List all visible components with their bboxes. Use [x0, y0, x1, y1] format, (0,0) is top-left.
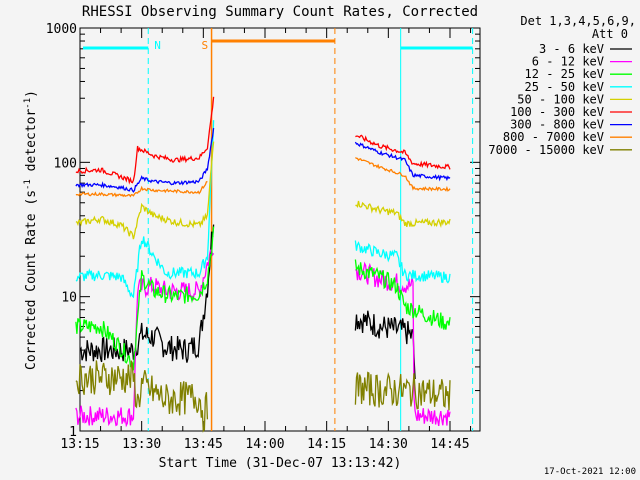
- legend-header-1: Det 1,3,4,5,6,9,: [520, 14, 636, 28]
- x-tick-label: 13:30: [122, 437, 161, 452]
- y-axis-label-end: ): [24, 90, 39, 98]
- series-line-7: [75, 180, 208, 198]
- series-line-4: [75, 141, 215, 240]
- series-line-3: [75, 120, 215, 299]
- y-axis-label-sup1: -1: [23, 179, 33, 190]
- x-tick-label: 13:45: [184, 437, 223, 452]
- x-tick-label: 14:30: [369, 437, 408, 452]
- x-tick-label: 14:00: [245, 437, 284, 452]
- y-tick-label: 1000: [46, 22, 77, 37]
- plot-frame: [79, 27, 481, 432]
- legend-header-2: Att 0: [592, 27, 628, 41]
- saa-label: S: [202, 39, 209, 52]
- series-line-4: [355, 200, 451, 228]
- x-axis-label: Start Time (31-Dec-07 13:13:42): [159, 456, 402, 471]
- chart-title: RHESSI Observing Summary Count Rates, Co…: [82, 4, 478, 20]
- legend-label: 25 - 50 keV: [525, 80, 604, 94]
- series-line-2: [354, 259, 451, 330]
- y-tick-label: 1: [69, 425, 77, 440]
- legend-label: 800 - 7000 keV: [503, 130, 604, 144]
- legend-label: 100 - 300 keV: [510, 105, 604, 119]
- series-line-8: [354, 371, 451, 411]
- series-line-3: [354, 240, 451, 284]
- legend-label: 7000 - 15000 keV: [488, 143, 604, 157]
- legend-label: 50 - 100 keV: [517, 92, 604, 106]
- y-axis-label: Corrected Count Rate (s-1 detector-1): [23, 90, 39, 370]
- series-line-8: [75, 360, 209, 433]
- series-line-5: [75, 96, 215, 185]
- series-line-5: [355, 134, 451, 170]
- y-axis-label-mid: detector: [24, 109, 39, 180]
- series-line-0: [354, 310, 416, 380]
- night-label: N: [154, 39, 161, 52]
- legend-label: 300 - 800 keV: [510, 118, 604, 132]
- y-axis-label-sup2: -1: [23, 98, 33, 109]
- y-tick-label: 10: [61, 291, 77, 306]
- y-tick-label: 100: [54, 156, 77, 171]
- series-line-6: [75, 128, 215, 193]
- plot-area: 1 10 100 1000 13:15 13:30 13:45 14:00 14:15 14:30…: [46, 22, 481, 452]
- legend-label: 12 - 25 keV: [525, 67, 604, 81]
- legend-label: 3 - 6 keV: [539, 42, 604, 56]
- series-line-7: [355, 157, 451, 192]
- series-line-6: [354, 141, 451, 182]
- x-tick-label: 14:45: [430, 437, 469, 452]
- y-axis-label-main: Corrected Count Rate (s: [24, 190, 39, 370]
- x-tick-label: 14:15: [307, 437, 346, 452]
- series-line-0: [79, 224, 215, 363]
- generation-timestamp: 17-Oct-2021 12:00: [544, 467, 636, 477]
- series-line-2: [75, 226, 215, 371]
- legend-label: 6 - 12 keV: [532, 55, 604, 69]
- x-tick-label: 13:15: [60, 437, 99, 452]
